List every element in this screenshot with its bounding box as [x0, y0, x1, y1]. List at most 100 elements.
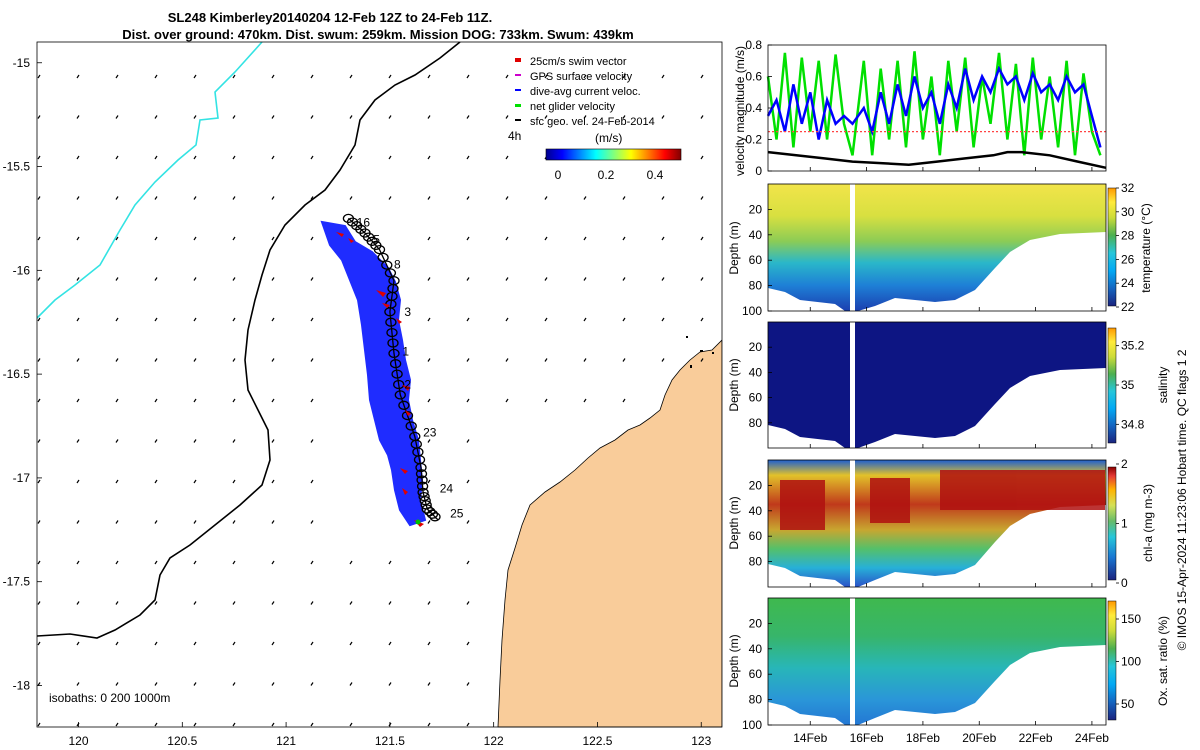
geo-vector-arrow [466, 601, 470, 605]
geo-vector-arrow [622, 74, 626, 79]
geo-vector-arrow [310, 722, 314, 727]
geo-vector-arrow [622, 115, 626, 119]
geo-vector-arrow [154, 115, 158, 119]
geo-vector-arrow [37, 682, 41, 686]
isobath-1000m [37, 42, 263, 319]
geo-vector-arrow [37, 601, 41, 605]
geo-vector-arrow [310, 358, 314, 362]
depth-tick-label: 80 [749, 416, 763, 430]
track-day-label: 24 [440, 481, 454, 495]
geo-vector-arrow [388, 560, 392, 565]
geo-vector-arrow [466, 317, 470, 322]
chla-frame [767, 459, 1107, 588]
title-line-1: SL248 Kimberley20140204 12-Feb 12Z to 24… [168, 10, 492, 25]
temperature-data-gap [850, 184, 855, 311]
geo-vector-arrow [700, 74, 704, 79]
geo-vector-arrow [505, 358, 509, 362]
depth-tick-label: 80 [749, 279, 763, 293]
depth-tick-label: 60 [749, 253, 763, 267]
geo-vector-arrow [76, 317, 80, 322]
isobath-200m [37, 42, 461, 639]
speed-colorbar [545, 148, 682, 161]
geo-vector-arrow [583, 236, 587, 241]
geo-vector-arrow [310, 439, 314, 443]
geo-vector-arrow [154, 682, 158, 686]
geo-vector-arrow [700, 317, 704, 322]
colorbar-tick-label: 22 [1121, 300, 1135, 314]
geo-vector-arrow [232, 722, 236, 727]
geo-vector-arrow [193, 196, 197, 200]
geo-vector-arrow [115, 722, 119, 727]
geo-vector-arrow [622, 358, 626, 362]
colorbar-tick-0.4: 0.4 [647, 168, 664, 182]
geo-vector-arrow [193, 155, 197, 160]
geo-vector-arrow [154, 236, 158, 241]
geo-vector-arrow [427, 74, 431, 79]
geo-vector-arrow [271, 682, 275, 686]
colorbar-tick-label: 35 [1121, 378, 1135, 392]
geo-vector-arrow [505, 155, 509, 160]
colorbar-tick-label: 150 [1121, 612, 1141, 626]
geo-vector-arrow [427, 479, 431, 484]
velocity-panel: 0 0.2 0.4 0.6 0.8 velocity magnitude (m/s) [733, 38, 1107, 178]
track-day-label: 8 [394, 257, 401, 271]
geo-vector-arrow [271, 398, 275, 403]
geo-vector-arrow [232, 641, 236, 646]
oxygen-frame [767, 597, 1107, 726]
geo-vector-arrow [271, 317, 275, 322]
geo-vector-arrow [271, 479, 275, 484]
geo-vector-arrow [349, 722, 353, 727]
geo-vector-arrow [661, 115, 665, 119]
geo-vector-arrow [466, 439, 470, 443]
geo-vector-arrow [271, 560, 275, 565]
geo-vector-arrow [193, 74, 197, 79]
depth-tick-label: 40 [749, 365, 763, 379]
geo-vector-arrow [115, 358, 119, 362]
geo-vector-arrow [232, 155, 236, 160]
geo-vector-arrow [505, 115, 509, 119]
isobaths-label: isobaths: 0 200 1000m [49, 691, 170, 705]
geo-vector-arrow [466, 155, 470, 160]
geo-vector-arrow [271, 196, 275, 200]
geo-vector-arrow [115, 277, 119, 281]
geo-vector-arrow [115, 317, 119, 322]
legend-dive-avg-current: dive-avg current veloc. [530, 86, 641, 98]
geo-vector-arrow [544, 277, 548, 281]
geo-vector-arrow [76, 196, 80, 200]
geo-vector-arrow [193, 560, 197, 565]
colorbar-tick-label: 35.2 [1121, 339, 1145, 353]
geo-vector-arrow [310, 560, 314, 565]
geo-vector-arrow [427, 115, 431, 119]
geo-vector-arrow [193, 520, 197, 524]
geo-vector-arrow [310, 277, 314, 281]
colorbar-side-label: 4h [508, 129, 521, 143]
date-tick-label: 18Feb [906, 731, 940, 745]
track-day-label: 25 [450, 506, 464, 520]
geo-vector-arrow [271, 115, 275, 119]
colorbar-tick-label: 28 [1121, 229, 1135, 243]
track-day-label: 3 [404, 305, 411, 319]
geo-vector-arrow [466, 398, 470, 403]
geo-vector-arrow [505, 196, 509, 200]
map-y-tick-label: -16.5 [3, 367, 31, 381]
geo-vector-arrow [466, 479, 470, 484]
date-tick-label: 20Feb [962, 731, 996, 745]
geo-vector-arrow [115, 155, 119, 160]
geo-vector-arrow [154, 520, 158, 524]
salinity-ylabel: Depth (m) [727, 358, 741, 411]
map-x-tick-label: 121 [276, 734, 296, 748]
date-tick-label: 22Feb [1019, 731, 1053, 745]
map-legend[interactable]: 25cm/s swim vector GPS surface velocity … [515, 56, 655, 128]
geo-vector-arrow [76, 682, 80, 686]
geo-vector-arrow [583, 358, 587, 362]
geo-vector-arrow [37, 560, 41, 565]
salinity-panel: Depth (m) salinity [727, 321, 1170, 449]
geo-vector-arrow [76, 358, 80, 362]
geo-vector-arrow [466, 277, 470, 281]
colorbar-tick-label: 32 [1121, 181, 1135, 195]
geo-vector-arrow [37, 115, 41, 119]
geo-vector-arrow [37, 74, 41, 79]
colorbar-tick-0.2: 0.2 [598, 168, 615, 182]
geo-vector-arrow [310, 520, 314, 524]
